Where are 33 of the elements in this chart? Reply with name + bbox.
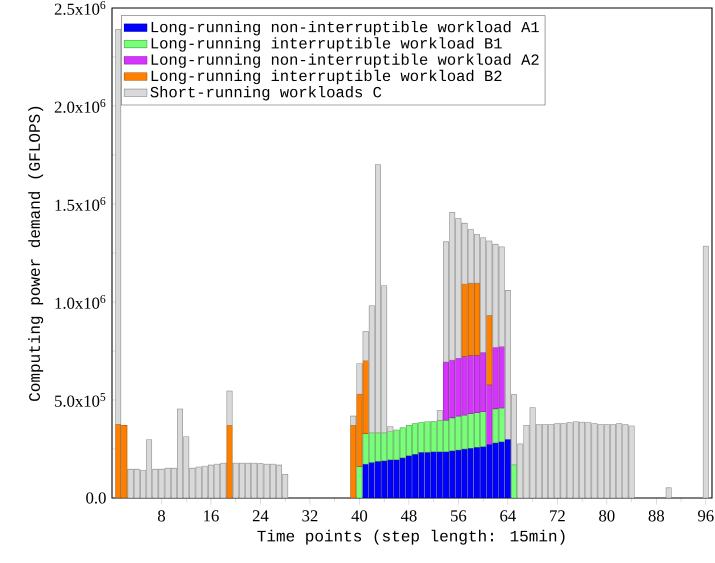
x-axis-title: Time points (step length: 15min) bbox=[257, 530, 564, 545]
x-tick-label: 40 bbox=[351, 510, 368, 522]
x-tick-label: 72 bbox=[550, 510, 565, 522]
x-tick-label: 88 bbox=[648, 510, 664, 522]
y-tick-label: 2.5x10$^{6}$ bbox=[54, 1, 106, 15]
bar bbox=[226, 425, 232, 498]
legend-label: Long-running non-interruptible workload A1 bbox=[152, 20, 539, 36]
y-tick-label: 5.0x10$^{5}$ bbox=[55, 393, 106, 407]
bar bbox=[226, 390, 232, 426]
legend-label: Long-running interruptible workload B2 bbox=[152, 70, 502, 84]
legend-label: Long-running non-interruptible workload A2 bbox=[152, 53, 539, 68]
legend-label: Short-running workloads C bbox=[150, 86, 382, 100]
x-tick-label: 48 bbox=[400, 510, 417, 522]
x-tick-label: 80 bbox=[599, 510, 615, 522]
y-tick-label: 1.5x10$^{6}$ bbox=[56, 197, 106, 211]
bar bbox=[436, 410, 443, 421]
x-tick-label: 24 bbox=[252, 510, 269, 522]
bar bbox=[356, 363, 362, 394]
y-tick-label: 1.0x10$^{6}$ bbox=[56, 295, 106, 309]
y-tick-label: 0.0 bbox=[86, 492, 106, 504]
x-tick-label: 96 bbox=[698, 510, 714, 522]
x-tick-label: 56 bbox=[451, 510, 466, 522]
bar bbox=[486, 315, 492, 386]
x-tick-label: 8 bbox=[158, 510, 166, 522]
y-axis-title: Computing power demand (GFLOPS) bbox=[28, 106, 44, 401]
x-tick-label: 32 bbox=[302, 510, 318, 522]
x-tick-label: 64 bbox=[500, 510, 516, 522]
x-tick-label: 16 bbox=[204, 510, 219, 522]
y-tick-label: 2.0x10$^{6}$ bbox=[54, 99, 106, 113]
bar bbox=[350, 416, 356, 426]
bar bbox=[666, 488, 672, 498]
bar bbox=[356, 466, 362, 498]
legend-label: Long-running interruptible workload B1 bbox=[152, 37, 502, 52]
